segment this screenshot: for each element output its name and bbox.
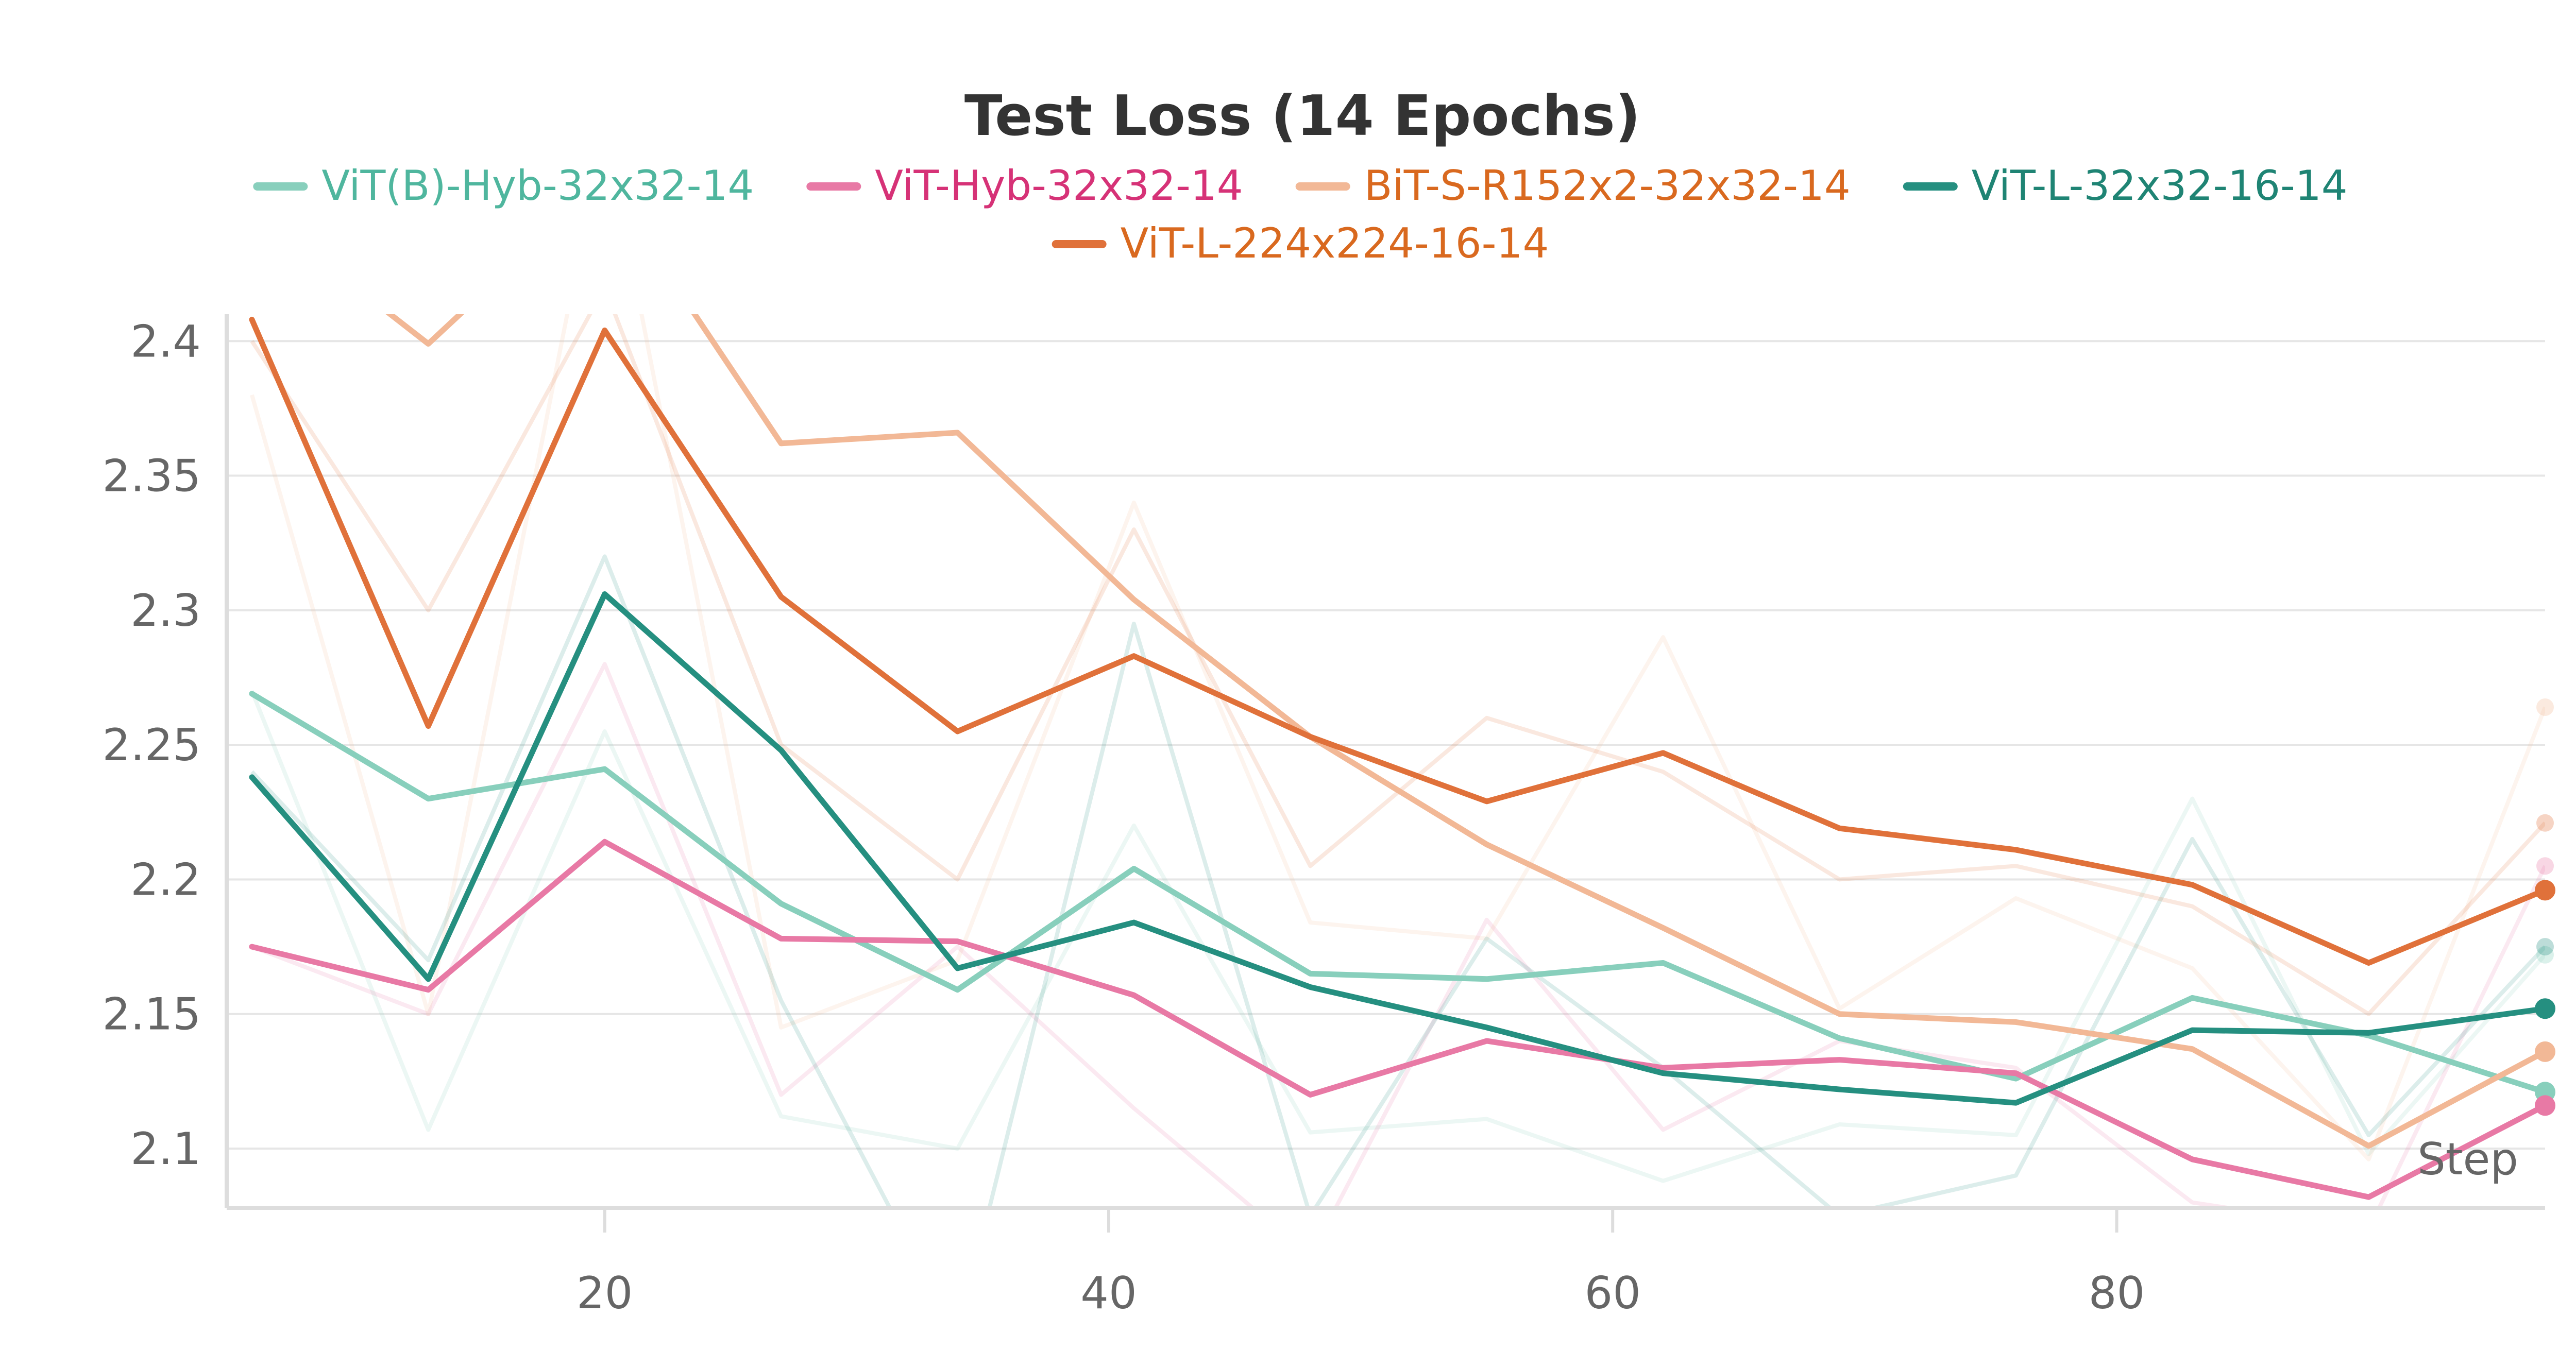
- raw-end-point-vit-b-hyb-32x32-14: [2536, 946, 2554, 964]
- raw-end-point-vit-l-32x32-16-14: [2536, 938, 2554, 956]
- series-line-vit-b-hyb-32x32-14: [249, 691, 2545, 1095]
- series-line-vit-l-224x224-16-14: [249, 316, 2545, 966]
- raw-line-bit-s-r152x2-32x32-14: [250, 314, 2545, 1161]
- raw-end-point-vit-l-224x224-16-14: [2536, 814, 2554, 832]
- legend: ViT(B)-Hyb-32x32-14 ViT-Hyb-32x32-14 BiT-S…: [253, 162, 2348, 267]
- raw-series-lines: [250, 314, 2545, 1208]
- raw-line-vit-l-224x224-16-14: [250, 314, 2545, 1016]
- legend-label: BiT-S-R152x2-32x32-14: [1364, 162, 1851, 210]
- legend-item[interactable]: BiT-S-R152x2-32x32-14: [1295, 162, 1851, 210]
- end-point-vit-hyb-32x32-14: [2535, 1095, 2555, 1116]
- raw-end-point-vit-hyb-32x32-14: [2536, 857, 2554, 875]
- x-tick-label: 20: [577, 1268, 633, 1319]
- legend-item[interactable]: ViT-L-32x32-16-14: [1903, 162, 2348, 210]
- legend-label: ViT-Hyb-32x32-14: [875, 162, 1243, 210]
- raw-line-vit-hyb-32x32-14: [251, 662, 2545, 1208]
- raw-line-vit-b-hyb-32x32-14: [250, 690, 2545, 1183]
- legend-item[interactable]: ViT(B)-Hyb-32x32-14: [253, 162, 754, 210]
- x-tick-label: 60: [1584, 1268, 1640, 1319]
- raw-end-point-bit-s-r152x2-32x32-14: [2536, 698, 2554, 716]
- y-tick-label: 2.3: [130, 585, 201, 637]
- y-tick-label: 2.1: [130, 1123, 201, 1175]
- legend-item[interactable]: ViT-L-224x224-16-14: [1052, 219, 1549, 267]
- series-line-vit-l-32x32-16-14: [249, 591, 2545, 1106]
- x-tick-label: 40: [1080, 1268, 1137, 1319]
- smoothed-series-lines: [249, 314, 2545, 1200]
- legend-label: ViT(B)-Hyb-32x32-14: [321, 162, 754, 210]
- legend-label: ViT-L-32x32-16-14: [1972, 162, 2348, 210]
- y-tick-label: 2.35: [103, 451, 201, 502]
- end-point-bit-s-r152x2-32x32-14: [2535, 1041, 2555, 1062]
- x-axis-ticks: 20 40 60 80: [577, 1208, 2145, 1319]
- chart-title: Test Loss (14 Epochs): [964, 84, 1640, 148]
- series-line-vit-hyb-32x32-14: [249, 839, 2545, 1200]
- legend-label: ViT-L-224x224-16-14: [1121, 219, 1549, 267]
- axes: [225, 314, 2545, 1210]
- y-tick-label: 2.25: [103, 720, 201, 771]
- y-tick-label: 2.15: [103, 989, 201, 1040]
- end-point-vit-l-32x32-16-14: [2535, 998, 2555, 1019]
- y-tick-label: 2.2: [130, 854, 201, 905]
- end-point-vit-l-224x224-16-14: [2535, 880, 2555, 901]
- y-tick-label: 2.4: [130, 316, 201, 367]
- y-axis-ticks: 2.1 2.15 2.2 2.25 2.3 2.35 2.4: [103, 316, 201, 1175]
- legend-item[interactable]: ViT-Hyb-32x32-14: [806, 162, 1243, 210]
- raw-line-vit-l-32x32-16-14: [250, 554, 2545, 1208]
- x-tick-label: 80: [2089, 1268, 2145, 1319]
- x-axis-label: Step: [2417, 1134, 2518, 1185]
- series-end-points: [2535, 698, 2555, 1116]
